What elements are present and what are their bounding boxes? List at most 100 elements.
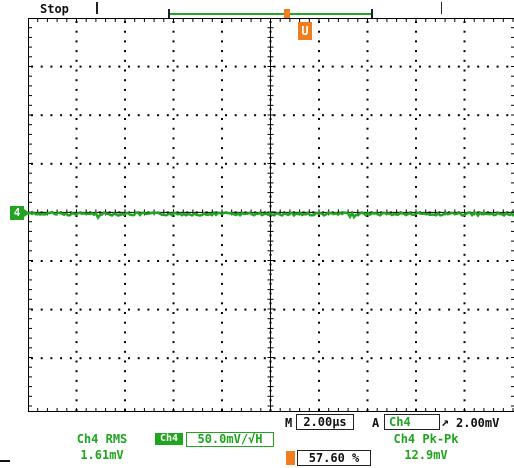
grid-dot [221,127,223,130]
grid-dot [124,205,126,208]
grid-dot [75,118,78,120]
trigger-level[interactable]: 2.00mV [456,416,500,430]
status-divider [441,2,442,14]
grid-dot [399,65,402,68]
grid-dot [366,59,369,62]
grid-dot [172,282,175,285]
trigger-position-icon[interactable]: U [298,22,312,40]
grid-dot [128,162,130,165]
grid-dot [318,185,320,188]
grid-dot [312,65,315,68]
grid-dot [448,308,451,311]
grid-dot [419,114,421,117]
acquisition-mode-label: A [372,416,380,430]
grid-dot [415,331,417,334]
grid-dot [221,282,223,285]
grid-dot [75,137,78,140]
grid-dot [366,30,369,33]
grid-dot [234,308,237,311]
grid-dot [157,308,160,311]
grid-dot [399,260,402,262]
grid-dot [89,162,92,165]
timebase-value[interactable]: 2.00µs [296,414,354,430]
grid-dot [318,137,320,140]
grid-dot [75,195,78,198]
grid-dot [234,65,237,68]
grid-dot [172,176,175,179]
grid-dot [351,65,354,68]
grid-dot [292,162,295,165]
grid-dot [225,357,227,360]
grid-dot [415,224,417,227]
grid-dot [463,379,466,382]
grid-dot [254,114,257,117]
grid-dot [172,156,175,159]
grid-dot [463,176,466,179]
grid-dot [186,357,189,360]
grid-dot [108,308,111,311]
grid-dot [166,357,169,360]
grid-dot [312,114,315,117]
grid-dot [147,308,150,311]
grid-dot [389,114,392,117]
trigger-source[interactable]: Ch4 [384,414,440,430]
grid-dot [467,65,470,68]
grid-dot [463,253,466,256]
grid-dot [98,114,101,117]
grid-dot [172,88,175,91]
record-position-bar[interactable] [168,9,373,19]
grid-dot [318,166,320,169]
grid-dot [89,65,92,68]
grid-dot [463,98,466,101]
grid-dot [89,308,92,311]
grid-dot [75,98,78,101]
grid-dot [215,308,218,311]
grid-dot [254,162,257,165]
grid-dot [124,156,126,159]
grid-dot [415,321,417,324]
grid-dot [419,308,421,311]
grid-dot [225,114,227,117]
grid-dot [124,59,126,62]
grid-dot [124,215,126,217]
channel-badge[interactable]: Ch4 [155,433,183,445]
channel-scale-value[interactable]: 50.0mV/√H [186,432,274,447]
grid-dot [312,260,315,262]
grid-dot [124,166,126,169]
grid-dot [254,65,257,68]
grid-dot [75,389,78,392]
grid-dot [448,162,451,165]
grid-dot [195,65,198,68]
grid-dot [31,357,33,360]
grid-dot [215,65,218,68]
grid-dot [263,162,266,165]
grid-dot [351,260,354,262]
grid-dot [172,50,175,53]
grid-dot [124,137,126,140]
grid-dot [415,127,417,130]
grid-dot [263,260,266,262]
grid-dot [166,308,169,311]
grid-dot [366,137,369,140]
grid-dot [60,162,63,165]
corner-mark [0,460,10,462]
grid-dot [506,260,509,262]
grid-dot [221,234,223,237]
ch4-ground-marker[interactable]: 4 [10,206,30,220]
grid-dot [380,114,383,117]
grid-dot [438,308,441,311]
grid-dot [124,176,126,179]
grid-dot [124,108,126,111]
grid-dot [273,114,276,117]
trigger-position-percent[interactable]: 57.60 % [297,450,371,466]
grid-dot [463,156,466,159]
grid-dot [463,292,466,295]
record-position-indicator[interactable] [284,9,290,19]
grid-dot [366,360,369,363]
grid-dot [244,65,247,68]
grid-dot [415,88,417,91]
grid-dot [463,331,466,334]
grid-dot [75,127,78,130]
grid-dot [221,98,223,101]
grid-dot [463,118,466,120]
